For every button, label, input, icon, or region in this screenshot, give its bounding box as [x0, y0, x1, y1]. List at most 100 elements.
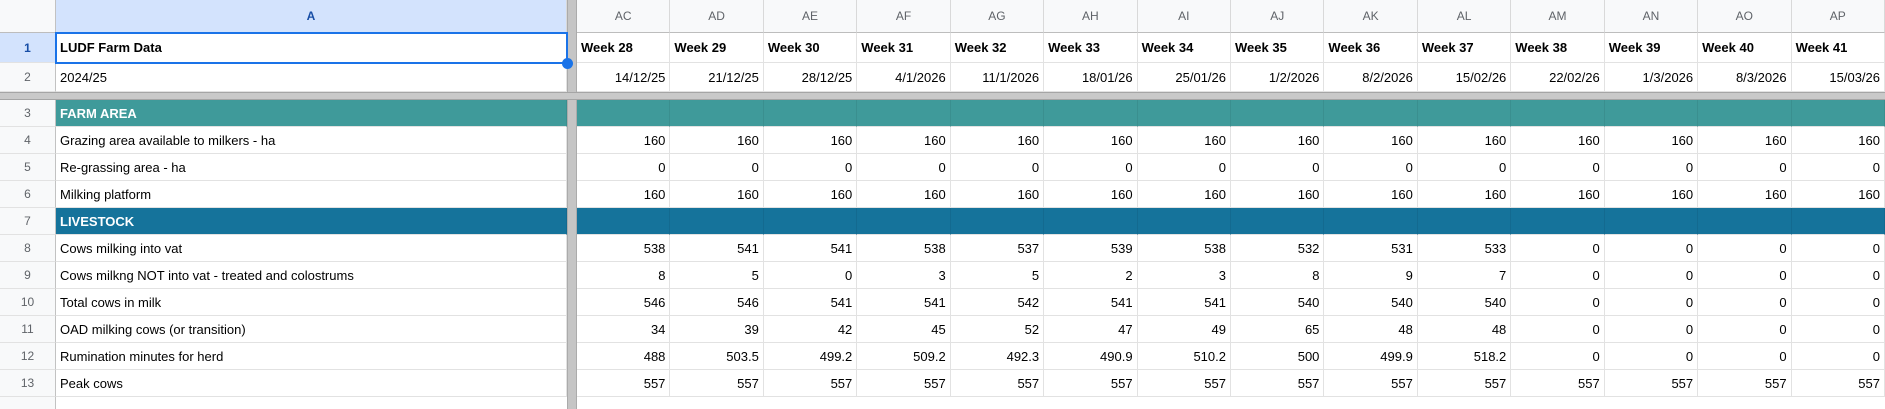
column-header-AL[interactable]: AL [1417, 0, 1512, 33]
cell-r4-cAG[interactable]: 160 [950, 127, 1045, 154]
cell-r6-cAI[interactable]: 160 [1137, 181, 1231, 208]
cell-r8-cAD[interactable]: 541 [670, 235, 764, 262]
cell-label-row9[interactable]: Cows milkng NOT into vat - treated and c… [56, 262, 567, 289]
cell-r4-cAN[interactable]: 160 [1604, 127, 1699, 154]
cell-r8-cAO[interactable]: 0 [1698, 235, 1792, 262]
cell-r4-cAL[interactable]: 160 [1417, 127, 1512, 154]
cell-r9-cAK[interactable]: 9 [1324, 262, 1418, 289]
cell-r5-cAC[interactable]: 0 [577, 154, 671, 181]
cell-r6-cAD[interactable]: 160 [670, 181, 764, 208]
cell-r2-cAJ[interactable]: 1/2/2026 [1231, 63, 1325, 92]
cell-label-row4[interactable]: Grazing area available to milkers - ha [56, 127, 567, 154]
cell-r2-cAP[interactable]: 15/03/26 [1791, 63, 1885, 92]
cell-r9-cAC[interactable]: 8 [577, 262, 671, 289]
cell-r3-cAM[interactable] [1511, 100, 1605, 127]
cell-r4-cAI[interactable]: 160 [1137, 127, 1231, 154]
cell-r7-cAG[interactable] [950, 208, 1045, 235]
cell-r12-cAC[interactable]: 488 [577, 343, 671, 370]
hidden-columns-indicator[interactable] [567, 63, 577, 92]
cell-r5-cAN[interactable]: 0 [1604, 154, 1699, 181]
cell-r8-cAJ[interactable]: 532 [1231, 235, 1325, 262]
cell-r5-cAO[interactable]: 0 [1698, 154, 1792, 181]
column-header-AH[interactable]: AH [1044, 0, 1138, 33]
cell-r13-cAN[interactable]: 557 [1604, 370, 1699, 397]
row-header-9[interactable]: 9 [0, 262, 56, 289]
hidden-columns-indicator[interactable] [567, 289, 577, 316]
hidden-columns-indicator[interactable] [567, 181, 577, 208]
column-header-AO[interactable]: AO [1698, 0, 1792, 33]
cell-r1-cAH[interactable]: Week 33 [1044, 33, 1138, 63]
column-header-AC[interactable]: AC [577, 0, 671, 33]
cell-r10-cAI[interactable]: 541 [1137, 289, 1231, 316]
cell-r13-cAK[interactable]: 557 [1324, 370, 1418, 397]
cell-r5-cAI[interactable]: 0 [1137, 154, 1231, 181]
cell-r10-cAH[interactable]: 541 [1044, 289, 1138, 316]
cell-r7-cAJ[interactable] [1231, 208, 1325, 235]
cell-r11-cAL[interactable]: 48 [1417, 316, 1512, 343]
cell-r2-cAI[interactable]: 25/01/26 [1137, 63, 1231, 92]
cell-r6-cAF[interactable]: 160 [857, 181, 951, 208]
hidden-columns-indicator[interactable] [567, 370, 577, 397]
cell-r6-cAE[interactable]: 160 [763, 181, 858, 208]
cell-r2-cAF[interactable]: 4/1/2026 [857, 63, 951, 92]
cell-r1-cAJ[interactable]: Week 35 [1231, 33, 1325, 63]
cell-r10-cAG[interactable]: 542 [950, 289, 1045, 316]
hidden-columns-indicator[interactable] [567, 235, 577, 262]
cell-r9-cAD[interactable]: 5 [670, 262, 764, 289]
cell-r11-cAE[interactable]: 42 [763, 316, 858, 343]
cell-r3-cAG[interactable] [950, 100, 1045, 127]
cell-label-row13[interactable]: Peak cows [56, 370, 567, 397]
cell-r10-cAK[interactable]: 540 [1324, 289, 1418, 316]
cell-r8-cAE[interactable]: 541 [763, 235, 858, 262]
column-header-AG[interactable]: AG [950, 0, 1045, 33]
cell-r4-cAD[interactable]: 160 [670, 127, 764, 154]
hidden-columns-indicator[interactable] [567, 316, 577, 343]
cell-r12-cAL[interactable]: 518.2 [1417, 343, 1512, 370]
column-header-AI[interactable]: AI [1137, 0, 1231, 33]
cell-r3-cAF[interactable] [857, 100, 951, 127]
cell-r4-cAE[interactable]: 160 [763, 127, 858, 154]
cell-r13-cAE[interactable]: 557 [763, 370, 858, 397]
hidden-columns-indicator[interactable] [567, 343, 577, 370]
cell-r6-cAH[interactable]: 160 [1044, 181, 1138, 208]
cell-r5-cAL[interactable]: 0 [1417, 154, 1512, 181]
row-header-3[interactable]: 3 [0, 100, 56, 127]
row-header-12[interactable]: 12 [0, 343, 56, 370]
row-header-4[interactable]: 4 [0, 127, 56, 154]
cell-r1-cAD[interactable]: Week 29 [670, 33, 764, 63]
cell-r1-cAE[interactable]: Week 30 [763, 33, 858, 63]
cell-r12-cAO[interactable]: 0 [1698, 343, 1792, 370]
fill-handle[interactable] [562, 58, 573, 69]
cell-r4-cAF[interactable]: 160 [857, 127, 951, 154]
cell-r3-cAP[interactable] [1791, 100, 1885, 127]
cell-r1-cAF[interactable]: Week 31 [857, 33, 951, 63]
cell-r6-cAJ[interactable]: 160 [1231, 181, 1325, 208]
cell-r3-cAK[interactable] [1324, 100, 1418, 127]
cell-r4-cAJ[interactable]: 160 [1231, 127, 1325, 154]
cell-r8-cAK[interactable]: 531 [1324, 235, 1418, 262]
cell-r7-cAC[interactable] [577, 208, 671, 235]
cell-r2-cAM[interactable]: 22/02/26 [1511, 63, 1605, 92]
column-header-AE[interactable]: AE [763, 0, 858, 33]
cell-r2-cAD[interactable]: 21/12/25 [670, 63, 764, 92]
cell-r13-cAL[interactable]: 557 [1417, 370, 1512, 397]
cell-r7-cAH[interactable] [1044, 208, 1138, 235]
row-header-8[interactable]: 8 [0, 235, 56, 262]
column-header-AM[interactable]: AM [1511, 0, 1605, 33]
cell-r5-cAM[interactable]: 0 [1511, 154, 1605, 181]
cell-r8-cAF[interactable]: 538 [857, 235, 951, 262]
cell-r13-cAH[interactable]: 557 [1044, 370, 1138, 397]
cell-r11-cAF[interactable]: 45 [857, 316, 951, 343]
cell-r1-cAO[interactable]: Week 40 [1698, 33, 1792, 63]
hidden-columns-indicator[interactable] [567, 0, 577, 33]
cell-r10-cAN[interactable]: 0 [1604, 289, 1699, 316]
cell-r1-cAP[interactable]: Week 41 [1791, 33, 1885, 63]
row-header-13[interactable]: 13 [0, 370, 56, 397]
cell-r8-cAL[interactable]: 533 [1417, 235, 1512, 262]
row-header-2[interactable]: 2 [0, 63, 56, 92]
cell-r2-cAG[interactable]: 11/1/2026 [950, 63, 1045, 92]
cell-r8-cAH[interactable]: 539 [1044, 235, 1138, 262]
cell-r5-cAF[interactable]: 0 [857, 154, 951, 181]
cell-r10-cAJ[interactable]: 540 [1231, 289, 1325, 316]
cell-r6-cAM[interactable]: 160 [1511, 181, 1605, 208]
